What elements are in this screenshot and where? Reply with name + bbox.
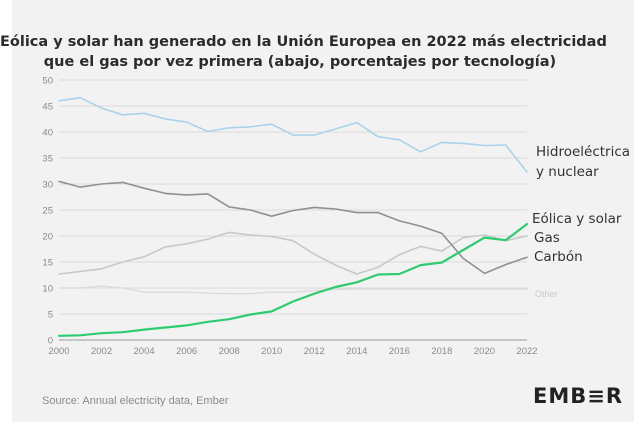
series-label-wind-solar: Eólica y solar (532, 211, 622, 227)
chart-title: Eólica y solar han generado en la Unión … (0, 32, 607, 72)
y-tick-label-10: 10 (42, 284, 53, 295)
x-tick-label-2020: 2020 (474, 346, 495, 357)
series-line-wind-solar (57, 222, 529, 337)
chart-title-line-1: Eólica y solar han generado en la Unión … (0, 34, 607, 50)
x-tick-label-2008: 2008 (219, 346, 240, 357)
y-tick-label-40: 40 (42, 128, 53, 139)
series-layer (57, 96, 529, 337)
series-label-gas: Gas (534, 230, 560, 246)
grid-layer (59, 79, 527, 341)
x-tick-label-2016: 2016 (389, 346, 410, 357)
ember-logo: EMB≡R (533, 384, 624, 408)
x-tick-label-2022: 2022 (516, 346, 537, 357)
x-tick-label-2006: 2006 (176, 346, 197, 357)
series-line-gas (58, 231, 528, 275)
y-tick-label-0: 0 (48, 336, 53, 347)
series-line-other (58, 285, 528, 295)
series-line-hydro-nuclear (58, 96, 528, 173)
series-line-coal (58, 180, 528, 275)
x-tick-label-2002: 2002 (91, 346, 112, 357)
axis-layer: 0 5 10 15 20 25 30 35 40 45 50 2000 2002 2004 2006 2008… (42, 76, 537, 358)
x-tick-label-2000: 2000 (48, 346, 69, 357)
y-tick-label-35: 35 (42, 154, 53, 165)
chart-panel (12, 0, 634, 422)
series-label-hydro-nuclear: Hidroeléctrica y nuclear (536, 142, 630, 182)
series-label-coal: Carbón (534, 249, 583, 265)
y-tick-label-50: 50 (42, 76, 53, 87)
y-tick-label-45: 45 (42, 102, 53, 113)
y-tick-label-20: 20 (42, 232, 53, 243)
chart-title-line-2: que el gas por vez primera (abajo, porce… (43, 54, 557, 70)
x-tick-label-2014: 2014 (346, 346, 367, 357)
x-tick-label-2018: 2018 (431, 346, 452, 357)
y-tick-label-15: 15 (42, 258, 53, 269)
series-label-hydro-line-2: y nuclear (536, 164, 599, 180)
x-tick-label-2004: 2004 (134, 346, 155, 357)
series-label-hydro-line-1: Hidroeléctrica (536, 144, 631, 160)
source-note: Source: Annual electricity data, Ember (42, 395, 229, 407)
x-tick-label-2010: 2010 (261, 346, 282, 357)
y-tick-label-30: 30 (42, 180, 53, 191)
series-label-other: Other (535, 289, 558, 299)
x-tick-label-2012: 2012 (304, 346, 325, 357)
y-tick-label-5: 5 (48, 310, 53, 321)
y-tick-label-25: 25 (42, 206, 53, 217)
